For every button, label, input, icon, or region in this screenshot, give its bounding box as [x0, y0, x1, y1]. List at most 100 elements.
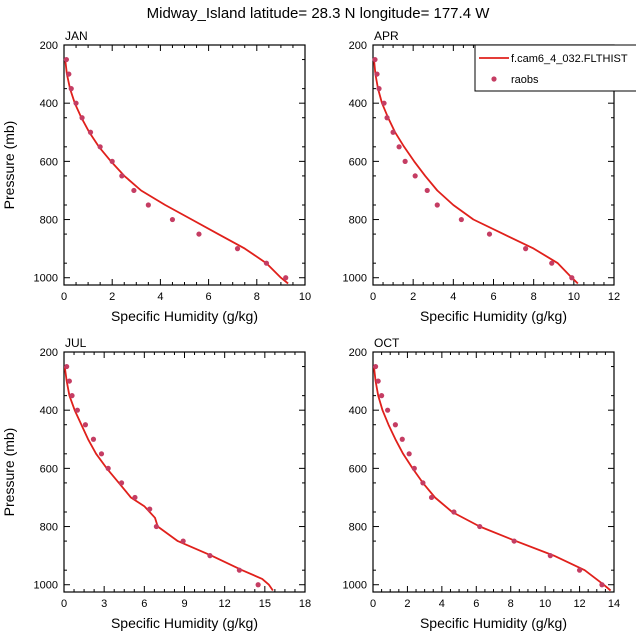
panel-jul-xtick-label: 3 [101, 598, 107, 610]
panel-jan-raobs-point [169, 216, 176, 223]
panel-apr-raobs-point [424, 187, 430, 194]
panel-jan-ytick-label: 200 [40, 40, 58, 52]
panel-apr-xtick-label: 2 [410, 291, 416, 303]
panel-jan-ylabel: Pressure (mb) [1, 121, 17, 210]
panel-apr-ytick-label: 200 [349, 40, 367, 52]
panel-oct-ytick-label: 800 [349, 522, 367, 534]
panel-jan-xlabel: Specific Humidity (g/kg) [111, 308, 258, 324]
panel-jan-raobs-point [283, 275, 289, 281]
panel-jan-raobs-point [68, 86, 74, 92]
panel-jan-raobs-point [66, 71, 72, 77]
panel-apr-model-line [373, 59, 579, 285]
panel-jul-raobs-point [69, 393, 75, 399]
panel-jul-xtick-label: 0 [61, 598, 67, 610]
panel-oct-ytick-label: 600 [349, 463, 367, 475]
panel-jul-raobs-point [105, 465, 111, 471]
panel-jan-xtick-label: 10 [299, 291, 311, 303]
panel-oct-xtick-label: 4 [439, 598, 445, 610]
panel-apr-raobs-point [381, 100, 387, 106]
panel-apr-xlabel: Specific Humidity (g/kg) [420, 308, 567, 324]
panel-jan-model-line [64, 59, 289, 285]
panel-apr-xtick-label: 12 [608, 291, 620, 303]
panel-apr-xtick-label: 6 [490, 291, 496, 303]
panel-oct-raobs-point [379, 393, 385, 399]
panel-apr-xtick-label: 0 [370, 291, 376, 303]
panel-jul-ytick-label: 200 [40, 347, 58, 359]
panel-jul-ytick-label: 600 [40, 463, 58, 475]
panel-oct-xtick-label: 6 [473, 598, 479, 610]
panel-oct-raobs-point [599, 582, 605, 588]
panel-jan-raobs-point [145, 202, 151, 208]
panel-oct-raobs-point [477, 523, 483, 530]
panel-jul-title: JUL [65, 336, 87, 350]
panel-jul-raobs-point [118, 480, 125, 486]
panel-jul-ytick-label: 1000 [34, 580, 58, 592]
panel-jul-raobs-point [66, 378, 72, 384]
panel-apr-raobs-point [372, 56, 378, 63]
panel-jan-raobs-point [196, 231, 202, 237]
panel-jul-raobs-point [74, 407, 80, 413]
panel-jul-frame [63, 351, 306, 593]
panel-apr-raobs-point [384, 115, 390, 121]
panel-jul-xtick-label: 12 [219, 598, 231, 610]
panel-oct-frame [372, 351, 615, 593]
legend-box [474, 44, 636, 92]
panel-oct-ytick-label: 200 [349, 347, 367, 359]
panel-jan-title: JAN [65, 29, 88, 43]
panel-jul-xtick-label: 6 [141, 598, 147, 610]
panel-oct-raobs-point [547, 553, 553, 559]
panel-oct-raobs-point [576, 567, 583, 573]
panel-apr-ytick-label: 600 [349, 156, 367, 168]
panel-jul-raobs-point [82, 422, 89, 428]
panel-apr-ytick-label: 400 [349, 98, 367, 110]
panel-jul-raobs-point [207, 553, 213, 559]
panel-oct-title: OCT [374, 336, 400, 350]
panel-oct-raobs-point [511, 538, 517, 544]
panel-jul-model-line [64, 366, 274, 592]
legend-raobs-marker [491, 76, 497, 82]
panel-jan-frame [63, 44, 306, 286]
panel-apr-raobs-point [434, 202, 440, 208]
panel-oct-xtick-label: 14 [608, 598, 620, 610]
panel-jan-raobs-point [234, 246, 241, 252]
panel-oct-raobs-point [406, 451, 412, 457]
panel-oct-xlabel: Specific Humidity (g/kg) [420, 615, 567, 631]
panel-oct-raobs-point [375, 378, 381, 384]
panel-apr-raobs-point [396, 144, 402, 150]
panel-jul-xtick-label: 18 [299, 598, 311, 610]
panel-apr-raobs-point [569, 275, 575, 281]
panel-oct-raobs-point [411, 465, 417, 471]
panel-apr-xtick-label: 8 [531, 291, 537, 303]
panel-jan-ytick-label: 1000 [34, 273, 58, 285]
panel-jul-raobs-point [180, 538, 186, 544]
panel-jul-raobs-point [90, 436, 97, 442]
panel-jan-raobs-point [119, 173, 125, 179]
panel-jul-xlabel: Specific Humidity (g/kg) [111, 615, 258, 631]
panel-jul-raobs-point [147, 506, 153, 512]
panel-jul-raobs-point [236, 567, 242, 573]
panel-oct-raobs-point [399, 436, 405, 442]
panel-jan-xtick-label: 0 [61, 291, 67, 303]
legend-model-label: f.cam6_4_032.FLTHIST [511, 53, 628, 65]
panel-apr-raobs-point [390, 129, 396, 135]
panel-jul-raobs-point [153, 523, 159, 530]
legend-raobs-label: raobs [511, 74, 539, 86]
panel-jul-ytick-label: 400 [40, 405, 58, 417]
panel-apr-raobs-point [458, 216, 464, 223]
panel-oct-model-line [373, 366, 612, 592]
panel-jul-raobs-point [98, 451, 105, 457]
panel-jul-ytick-label: 800 [40, 522, 58, 534]
panel-apr-raobs-point [376, 86, 382, 92]
panel-oct-ytick-label: 400 [349, 405, 367, 417]
panel-oct-raobs-point [428, 494, 435, 501]
panel-oct-xtick-label: 10 [539, 598, 551, 610]
panel-oct-raobs-point [385, 407, 391, 413]
figure-title: Midway_Island latitude= 28.3 N longitude… [147, 5, 491, 22]
panel-jan-raobs-point [263, 260, 270, 266]
panel-apr-raobs-point [523, 246, 529, 252]
